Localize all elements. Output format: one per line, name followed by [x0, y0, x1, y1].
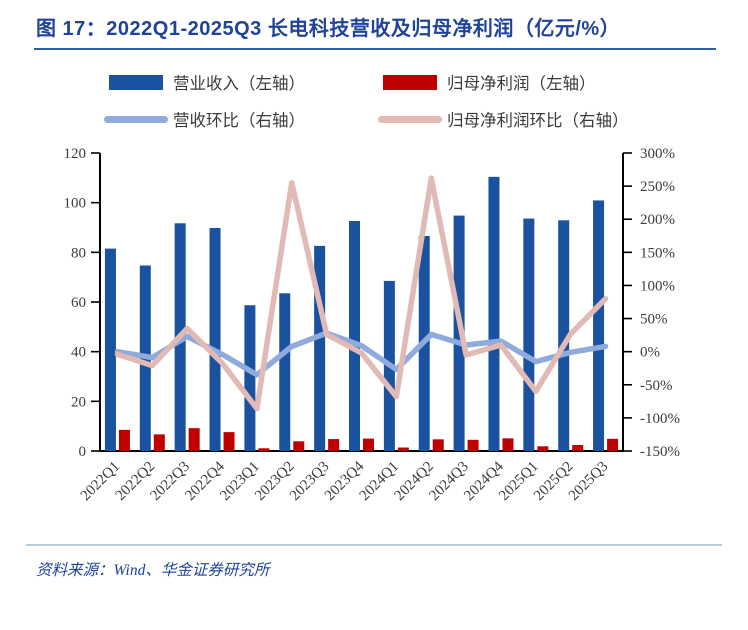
profit-bar [432, 439, 444, 451]
right-axis-tick-label: 150% [640, 245, 675, 261]
profit-bar [467, 439, 479, 451]
right-axis-tick-label: 250% [640, 179, 675, 195]
legend-item: 归母净利润环比（右轴） [378, 107, 629, 131]
profit-bar [607, 438, 619, 451]
legend-item: 营收环比（右轴） [104, 107, 378, 131]
profit-bar [397, 447, 409, 451]
revenue-bar [104, 248, 116, 451]
left-axis-tick-label: 20 [71, 394, 86, 410]
legend-label: 归母净利润（左轴） [447, 74, 596, 93]
legend-label: 营业收入（左轴） [173, 74, 305, 93]
revenue-bar [209, 227, 221, 451]
revenue-bar [593, 200, 605, 451]
legend-swatch-line-icon [378, 115, 442, 123]
left-axis-tick-label: 0 [79, 444, 87, 460]
left-axis-tick-label: 100 [64, 196, 87, 212]
figure-title: 图 17：2022Q1-2025Q3 长电科技营收及归母净利润（亿元/%） [36, 18, 621, 40]
chart-area: 0 20 40 60 80 100 120 -150% -100% -50% 0% 50% 100% 15… [0, 138, 748, 538]
profit-bar [188, 428, 200, 451]
profit-bar [258, 448, 270, 451]
legend-swatch-bar-icon [383, 74, 437, 90]
profit-qoq-line [114, 175, 609, 412]
x-axis-label: 2025Q3 [566, 459, 611, 504]
legend-item: 营业收入（左轴） [104, 70, 378, 94]
right-axis-tick-label: -100% [640, 411, 680, 427]
legend-swatch-line-icon [104, 115, 168, 123]
legend-item: 归母净利润（左轴） [378, 70, 629, 94]
right-axis-tick-label: 300% [640, 146, 675, 162]
left-axis-tick-label: 60 [71, 295, 86, 311]
profit-bar [293, 441, 305, 451]
legend-label: 归母净利润环比（右轴） [447, 111, 629, 130]
left-axis-tick-label: 120 [64, 146, 87, 162]
revenue-bar [279, 293, 291, 451]
right-axis-tick-label: 200% [640, 212, 675, 228]
right-axis-tick-label: 100% [640, 278, 675, 294]
source-text: 资料来源：Wind、华金证券研究所 [36, 562, 270, 579]
profit-bar [363, 438, 374, 451]
profit-bar [572, 445, 584, 451]
revenue-bar [558, 220, 570, 451]
legend-swatch-bar-icon [109, 74, 163, 90]
profit-bar [118, 429, 130, 451]
right-axis-tick-label: 0% [640, 345, 660, 361]
right-axis-tick-label: -150% [640, 444, 680, 460]
combo-chart: 0 20 40 60 80 100 120 -150% -100% -50% 0% 50% 100% 15… [64, 146, 681, 504]
footer-divider [26, 544, 722, 546]
profit-bar [223, 432, 235, 451]
profit-bar [537, 446, 549, 451]
right-axis-tick-label: 50% [640, 312, 668, 328]
profit-bar [502, 438, 514, 451]
title-underline [34, 48, 716, 50]
revenue-bar [244, 305, 256, 451]
left-axis-tick-label: 40 [71, 345, 86, 361]
revenue-bar [488, 176, 500, 451]
profit-bar [328, 439, 340, 451]
revenue-bar [349, 221, 360, 451]
profit-bar [153, 434, 165, 451]
chart-legend: 营业收入（左轴） 归母净利润（左轴） 营收环比（右轴） 归母净利润环比（右轴） [104, 70, 629, 131]
right-axis-tick-label: -50% [640, 378, 673, 394]
revenue-bar [523, 218, 535, 451]
revenue-bar [314, 245, 326, 451]
left-axis-tick-label: 80 [71, 245, 86, 261]
legend-label: 营收环比（右轴） [173, 111, 305, 130]
